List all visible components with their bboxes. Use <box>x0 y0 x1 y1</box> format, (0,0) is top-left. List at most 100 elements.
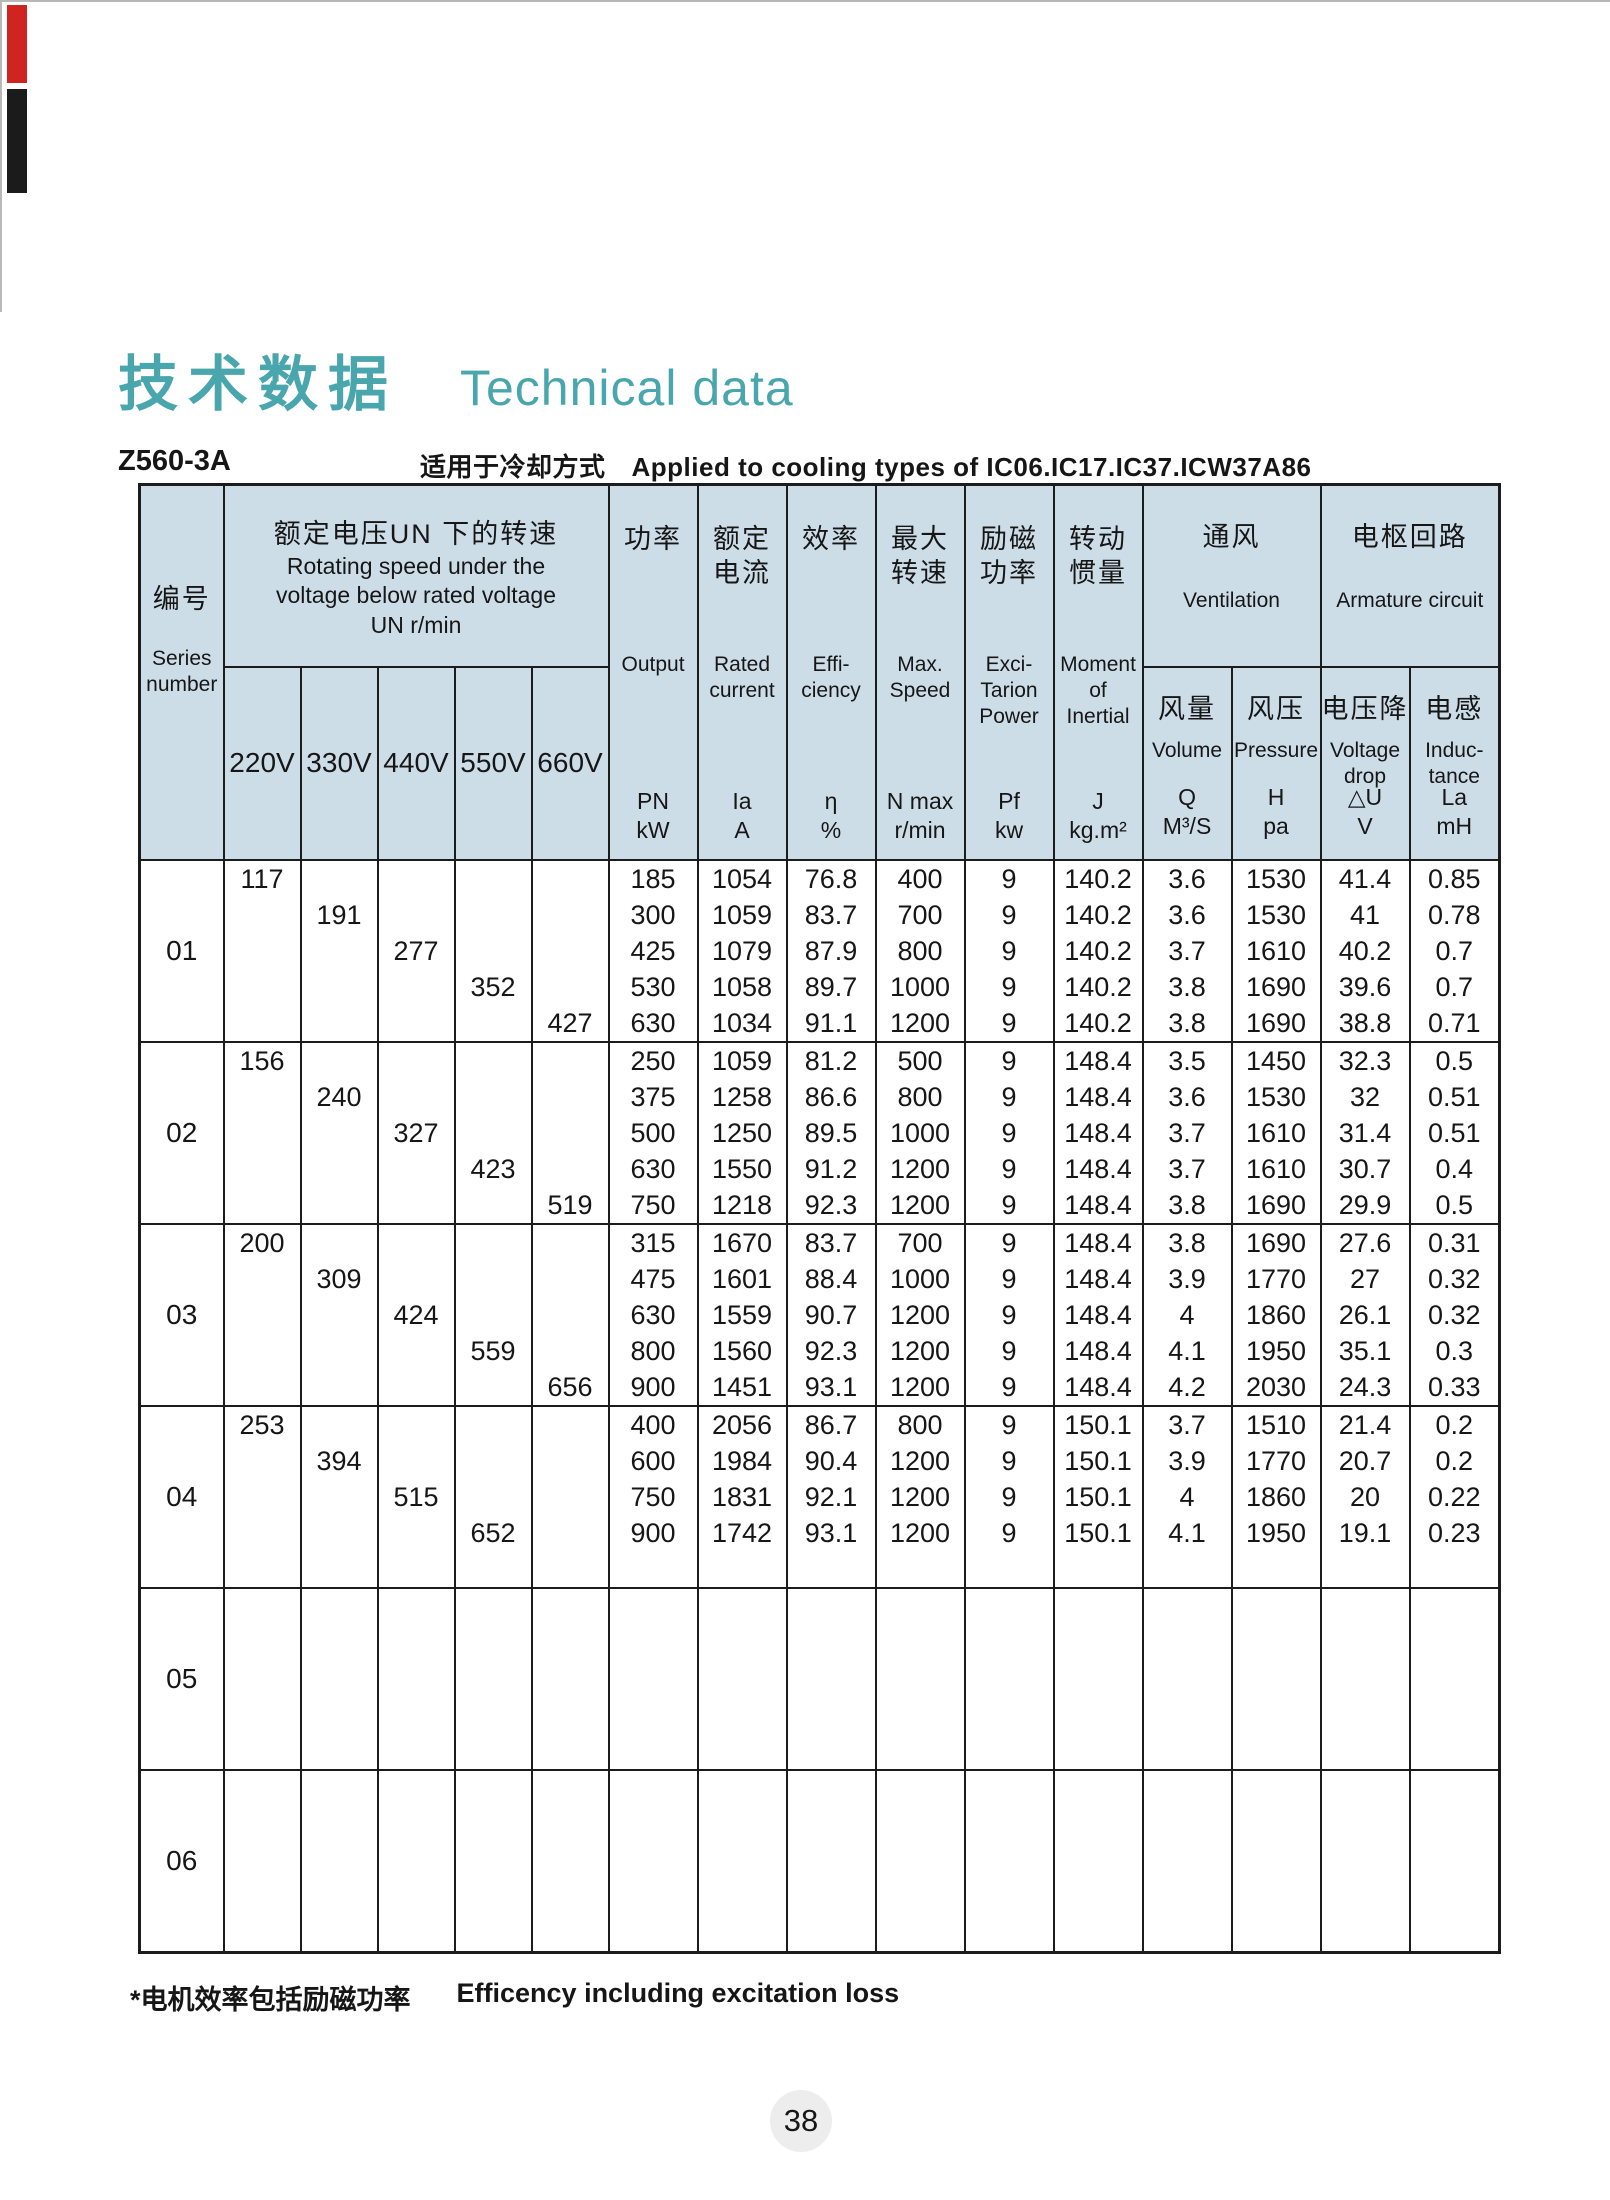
page-title-en: Technical data <box>460 360 794 416</box>
voltage-group-label-en: Rotating speed under the voltage below r… <box>275 553 557 608</box>
data-value-cell <box>963 1768 1055 1953</box>
footnote-cn: *电机效率包括励磁功率 <box>130 1985 411 2015</box>
data-value: 3.6 <box>1168 863 1206 894</box>
data-value: 750 <box>630 1481 676 1512</box>
voltage-speed-value: 352 <box>470 971 516 1002</box>
data-value: 32 <box>1349 1081 1381 1112</box>
data-value: 4.1 <box>1168 1517 1206 1548</box>
armature-group-en: Armature circuit <box>1336 589 1484 612</box>
data-value: 1950 <box>1245 1335 1307 1366</box>
data-value: 91.2 <box>804 1153 858 1184</box>
data-value-cell: 800 1200 1200 1200 <box>874 1404 966 1589</box>
data-value: 1559 <box>711 1299 773 1330</box>
data-value: 1450 <box>1245 1045 1307 1076</box>
print-mark-red <box>7 5 27 83</box>
data-value: 32.3 <box>1338 1045 1392 1076</box>
col-header-max-speed-en: Max. Speed <box>889 653 951 702</box>
data-value: 1690 <box>1245 1227 1307 1258</box>
data-value-cell: 83.7 88.4 90.7 92.3 93.1 <box>785 1222 877 1407</box>
data-value: 91.1 <box>804 1007 858 1038</box>
data-value-cell <box>874 1586 966 1771</box>
col-header-rated-current: 额定 电流 Rated current Ia A <box>696 483 788 861</box>
data-value: 9 <box>1001 971 1017 1002</box>
col-header-efficiency-unit: % <box>820 817 842 843</box>
data-value: 41 <box>1349 899 1381 930</box>
data-value: 0.32 <box>1427 1263 1481 1294</box>
data-value-cell: 1690 1770 1860 1950 2030 <box>1230 1222 1322 1407</box>
data-value: 1950 <box>1245 1517 1307 1548</box>
armature-group-cn: 电枢回路 <box>1351 522 1468 552</box>
data-value-cell <box>1408 1768 1501 1953</box>
data-value: 1451 <box>711 1371 773 1402</box>
data-value: 150.1 <box>1064 1445 1132 1476</box>
voltage-speed-cell <box>530 1768 610 1953</box>
data-value: 90.7 <box>804 1299 858 1330</box>
series-number-cell: 03 <box>138 1222 225 1407</box>
data-value-cell <box>607 1586 699 1771</box>
data-value: 93.1 <box>804 1517 858 1548</box>
voltage-speed-cell: 652 <box>453 1404 533 1589</box>
data-value: 9 <box>1001 1007 1017 1038</box>
data-value-cell: 150.1 150.1 150.1 150.1 <box>1052 1404 1144 1589</box>
data-value: 76.8 <box>804 863 858 894</box>
data-value: 1860 <box>1245 1299 1307 1330</box>
data-value-cell: 3.5 3.6 3.7 3.7 3.8 <box>1141 1040 1233 1225</box>
data-value: 1610 <box>1245 1117 1307 1148</box>
data-value-cell: 9 9 9 9 9 <box>963 858 1055 1043</box>
data-value: 86.6 <box>804 1081 858 1112</box>
col-header-440v: 440V <box>376 665 456 861</box>
header-row-top: 编号 Series number 额定电压UN 下的转速 Rotating sp… <box>138 483 1501 861</box>
data-value-cell: 3.8 3.9 4 4.1 4.2 <box>1141 1222 1233 1407</box>
data-value: 9 <box>1001 1153 1017 1184</box>
data-value: 9 <box>1001 1409 1017 1440</box>
voltage-speed-cell <box>222 1768 302 1953</box>
data-value-cell: 250 375 500 630 750 <box>607 1040 699 1225</box>
data-value: 1000 <box>889 1263 951 1294</box>
voltage-speed-value <box>533 1733 608 1769</box>
col-header-inductance-en: Induc- tance <box>1425 738 1484 788</box>
data-value-cell: 700 1000 1200 1200 1200 <box>874 1222 966 1407</box>
data-value: 9 <box>1001 1117 1017 1148</box>
data-value: 40.2 <box>1338 935 1392 966</box>
data-value: 3.8 <box>1168 1189 1206 1220</box>
col-header-moment-inertia-en: Moment of Inertial <box>1060 653 1136 728</box>
voltage-speed-cell <box>530 1586 610 1771</box>
data-value: 9 <box>1001 1045 1017 1076</box>
data-value-cell: 140.2 140.2 140.2 140.2 140.2 <box>1052 858 1144 1043</box>
data-value: 1530 <box>1245 863 1307 894</box>
series-number-cell: 02 <box>138 1040 225 1225</box>
footnote-en: Efficency including excitation loss <box>456 1978 900 2008</box>
data-value: 1200 <box>889 1445 951 1476</box>
data-value-cell: 400 600 750 900 <box>607 1404 699 1589</box>
series-group-row: 02 156 240 327 423 519 250 375 500 630 750 1059 1258… <box>138 1040 1501 1225</box>
data-value: 3.9 <box>1168 1263 1206 1294</box>
cooling-types-note-cn: 适用于冷却方式 <box>420 452 606 482</box>
data-value: 9 <box>1001 1299 1017 1330</box>
data-value-cell: 1450 1530 1610 1610 1690 <box>1230 1040 1322 1225</box>
voltage-speed-cell <box>453 1586 533 1771</box>
data-value: 9 <box>1001 1335 1017 1366</box>
data-value: 3.7 <box>1168 1153 1206 1184</box>
data-value: 87.9 <box>804 935 858 966</box>
col-header-excitation-power-cn: 励磁 功率 <box>980 524 1039 588</box>
header-row-sub: 220V 330V 440V 550V 660V 风量 Volume Q M³/S… <box>140 665 1501 861</box>
col-header-series-cn: 编号 <box>152 584 211 614</box>
voltage-group-label-cn: 额定电压UN 下的转速 <box>273 519 559 549</box>
data-value-cell <box>696 1586 788 1771</box>
data-value: 3.7 <box>1168 935 1206 966</box>
col-header-rated-current-en: Rated current <box>709 653 775 702</box>
data-value: 1610 <box>1245 935 1307 966</box>
data-value: 185 <box>630 863 676 894</box>
data-value: 39.6 <box>1338 971 1392 1002</box>
data-value: 3.8 <box>1168 1227 1206 1258</box>
data-value: 9 <box>1001 1371 1017 1402</box>
data-value: 150.1 <box>1064 1517 1132 1548</box>
data-value: 9 <box>1001 1517 1017 1548</box>
data-value: 900 <box>630 1517 676 1548</box>
series-group-row: 04 253 394 515 652 400 600 750 900 2056 1984 1831 17… <box>138 1404 1501 1589</box>
voltage-speed-cell: 327 <box>376 1040 456 1225</box>
data-value: 630 <box>630 1299 676 1330</box>
